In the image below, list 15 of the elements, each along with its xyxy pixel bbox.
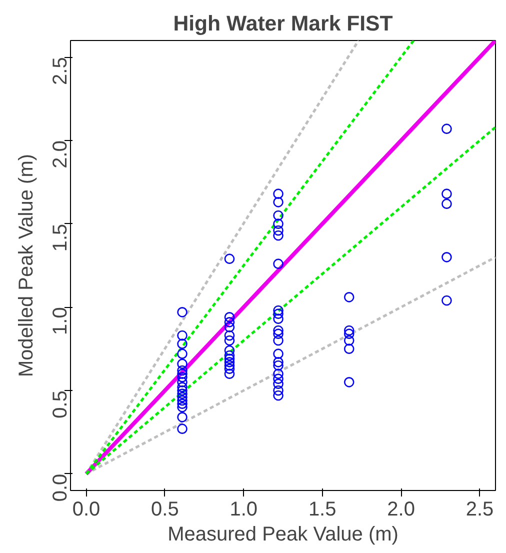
x-tick-label: 0.0 <box>72 498 100 520</box>
x-tick-label: 2.0 <box>387 498 415 520</box>
y-tick-label: 1.5 <box>50 224 72 252</box>
y-tick-label: 1.0 <box>50 307 72 335</box>
y-tick-label: 2.0 <box>50 140 72 168</box>
x-axis-title: Measured Peak Value (m) <box>168 524 398 546</box>
x-tick-label: 0.5 <box>151 498 179 520</box>
x-tick-label: 1.5 <box>308 498 336 520</box>
y-tick-label: 0.5 <box>50 390 72 418</box>
x-tick-label: 1.0 <box>230 498 258 520</box>
chart-title: High Water Mark FIST <box>173 12 393 36</box>
y-tick-label: 2.5 <box>50 57 72 85</box>
x-tick-label: 2.5 <box>466 498 494 520</box>
y-tick-label: 0.0 <box>50 474 72 502</box>
y-axis-title: Modelled Peak Value (m) <box>16 154 38 378</box>
